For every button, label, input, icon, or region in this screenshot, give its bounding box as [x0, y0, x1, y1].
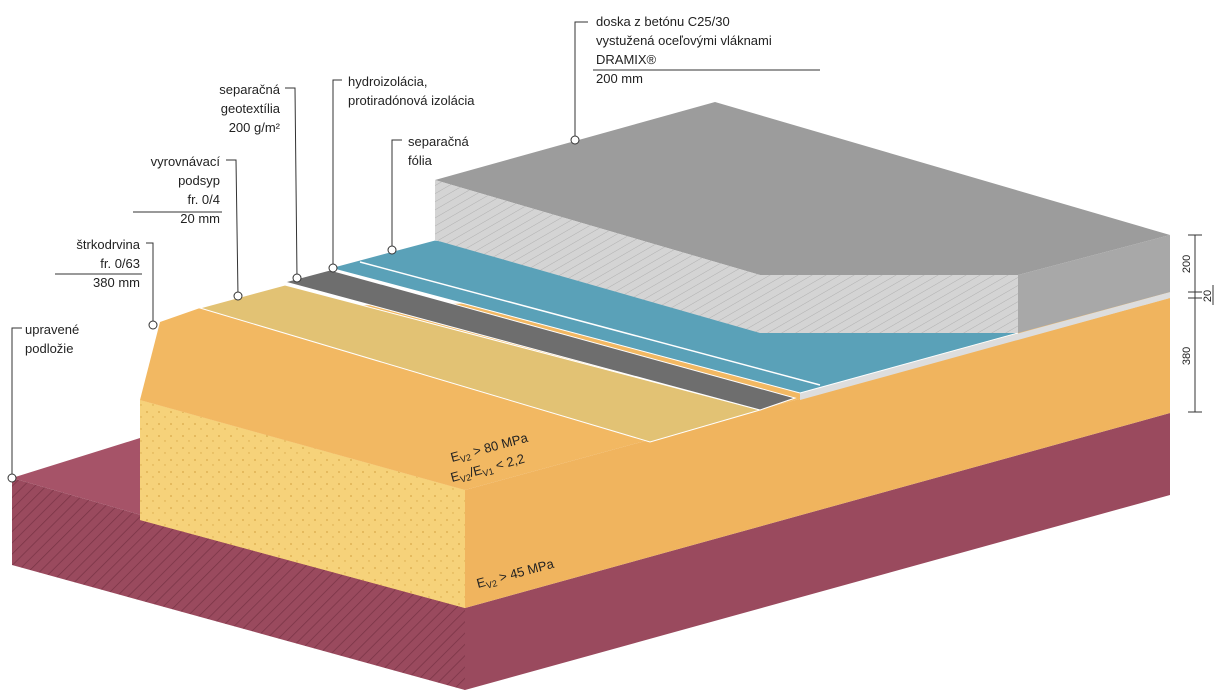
- foil-line: [359, 261, 821, 386]
- slab-front: [435, 180, 760, 333]
- label-line: podložie: [25, 341, 73, 356]
- dimension-lines: [1188, 234, 1214, 413]
- subgrade-side: [465, 413, 1170, 690]
- label-line: 200 mm: [596, 71, 643, 86]
- label-line: protiradónová izolácia: [348, 93, 475, 108]
- label-line: fr. 0/4: [187, 192, 220, 207]
- modulus-part: /E: [468, 462, 484, 480]
- dimension-label: 20: [1202, 290, 1214, 302]
- label-line: vystužená oceľovými vláknami: [596, 33, 772, 48]
- label-line: geotextília: [221, 101, 281, 116]
- label-line: doska z betónu C25/30: [596, 14, 730, 29]
- dimension-label: 380: [1181, 347, 1193, 365]
- label-line: 380 mm: [93, 275, 140, 290]
- label-line: 20 mm: [180, 211, 220, 226]
- leaders: [11, 21, 820, 478]
- modulus-part: E: [449, 468, 462, 485]
- modulus-part: E: [475, 574, 488, 591]
- slab-front-2: [760, 275, 1018, 333]
- geotextile: [283, 269, 797, 411]
- modulus-part: E: [449, 448, 462, 465]
- label-line: DRAMIX®: [596, 52, 657, 67]
- foil-strip: [800, 292, 1170, 400]
- dimension-label: 200: [1181, 255, 1193, 273]
- slab-side: [1018, 235, 1170, 333]
- modulus-part: V1: [482, 466, 495, 479]
- modulus-part: V2: [485, 578, 498, 591]
- modulus-part: V2: [459, 472, 472, 485]
- subgrade-top: [12, 438, 465, 608]
- leader-dots: [7, 135, 580, 483]
- label-line: hydroizolácia,: [348, 74, 428, 89]
- gravel-front-face: [140, 400, 465, 608]
- subgrade-front: [12, 478, 465, 690]
- label-line: 200 g/m²: [229, 120, 281, 135]
- label-line: separačná: [408, 134, 469, 149]
- modulus-part: V2: [459, 452, 472, 465]
- gravel-side: [465, 298, 1170, 608]
- label-line: štrkodrvina: [76, 237, 140, 252]
- label-line: separačná: [219, 82, 280, 97]
- label-line: fr. 0/63: [100, 256, 140, 271]
- label-line: podsyp: [178, 173, 220, 188]
- label-line: vyrovnávací: [151, 154, 221, 169]
- label-line: fólia: [408, 153, 433, 168]
- label-line: upravené: [25, 322, 79, 337]
- slab-top: [435, 102, 1170, 275]
